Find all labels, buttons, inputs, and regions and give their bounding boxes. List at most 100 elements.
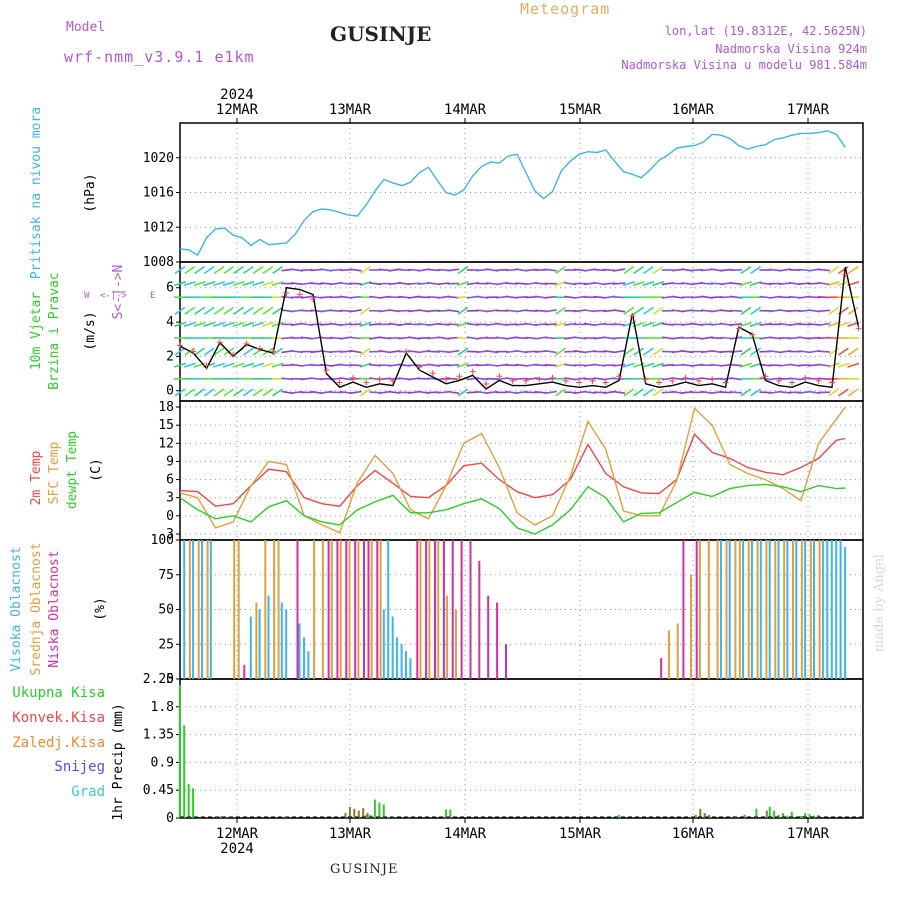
wind-arrow (739, 281, 752, 287)
precip-legend-4: Grad (71, 784, 105, 800)
wind-arrow (750, 388, 762, 397)
wind-gust-marker (522, 377, 529, 384)
wind-arrow (544, 323, 557, 326)
precip-bar (192, 788, 195, 818)
wind-gust-marker (616, 373, 623, 380)
wind-arrow (623, 347, 635, 356)
model-name: wrf-nmm_v3.9.1 e1km (64, 48, 255, 66)
wind-gust-marker (363, 379, 370, 386)
wind-arrow (750, 347, 762, 356)
cloud-bar (505, 644, 507, 680)
compass-west: W (84, 291, 90, 301)
day-label-bottom: 13MAR (329, 826, 372, 842)
wind-arrow (261, 321, 274, 327)
cloud-bar (330, 540, 333, 679)
cloud-bar (747, 540, 750, 679)
cloud-bar (774, 540, 777, 679)
wind-arrow (544, 364, 557, 367)
wind-arrow (457, 306, 469, 315)
wind-gust-marker (855, 325, 862, 332)
wind-speed-line (179, 266, 860, 390)
wind-gust-marker (296, 291, 303, 298)
wind-gust-marker (469, 368, 476, 375)
compass-east: E (150, 291, 155, 301)
y-tick-label: 6 (166, 281, 174, 296)
y-tick-label: 0 (166, 811, 174, 826)
y-tick-label: 0 (166, 672, 174, 687)
cloud-bar (425, 540, 428, 679)
wind-arrow (213, 362, 226, 368)
wind-arrow (272, 388, 283, 397)
cloud-bar (813, 540, 815, 679)
wind-arrow (612, 349, 626, 354)
wind-arrow (447, 364, 460, 367)
wind-arrow (730, 350, 743, 353)
cloud-bar (400, 644, 403, 680)
precip-bar (344, 813, 347, 818)
cloud-bar (273, 540, 276, 679)
cloud-bar (336, 540, 339, 679)
wind-arrow (242, 362, 255, 368)
precip-bar (378, 802, 381, 818)
day-label-bottom: 14MAR (444, 826, 487, 842)
wind-gust-marker (496, 373, 503, 380)
temp-line-1 (179, 406, 846, 534)
wind-arrow (242, 281, 255, 287)
cloud-bar (818, 540, 821, 679)
wind-arrow (740, 347, 752, 356)
wind-gust-marker (549, 374, 556, 381)
y-tick-label: 15 (158, 418, 174, 433)
wind-arrow (174, 265, 186, 275)
wind-arrow (652, 306, 664, 315)
wind-arrow (749, 362, 762, 368)
y-tick-label: 0 (166, 384, 174, 399)
wind-arrow (847, 306, 859, 315)
temp-unit: (C) (89, 458, 104, 481)
wind-arrow (183, 281, 196, 287)
wind-arrow (359, 281, 372, 287)
cloud-bar (405, 651, 407, 679)
wind-arrow (184, 265, 196, 275)
wind-arrow (838, 347, 849, 356)
wind-arrow (847, 388, 859, 397)
wind-arrow (222, 281, 235, 287)
cloud-bar (804, 540, 807, 679)
cloud-unit: (%) (93, 597, 108, 620)
wind-gust-marker (483, 381, 490, 388)
cloud-bar (682, 540, 685, 679)
wind-arrow (612, 390, 626, 394)
wind-arrow (827, 281, 840, 287)
precip-bar (178, 685, 181, 818)
wind-arrow (749, 321, 762, 327)
cloud-bar (478, 560, 481, 679)
precip-bar (801, 816, 804, 818)
precip-bar (703, 813, 706, 818)
wind-arrow (740, 306, 752, 315)
wind-gust-marker (842, 271, 849, 278)
cloud-bar (437, 540, 440, 679)
wind-arrow (174, 281, 186, 287)
wind-arrow (817, 281, 831, 286)
credit-watermark: made by Angel (872, 554, 887, 652)
precip-bar (382, 804, 385, 818)
precip-bar (765, 810, 768, 818)
y-tick-label: 4 (166, 315, 174, 330)
wind-gust-marker (349, 374, 356, 381)
precip-bar (444, 809, 447, 818)
wind-arrow (622, 281, 635, 287)
wind-gust-marker (682, 374, 689, 381)
y-tick-label: 0.45 (143, 783, 174, 798)
y-tick-label: 6 (166, 473, 174, 488)
wind-gust-marker (509, 377, 516, 384)
wind-arrow (750, 265, 762, 275)
y-tick-label: 1008 (143, 255, 174, 270)
cloud-bar (188, 540, 191, 679)
wind-arrow (242, 306, 254, 315)
wind-arrow (447, 390, 460, 395)
day-label-bottom: 15MAR (559, 826, 602, 842)
cloud-bar (455, 609, 457, 679)
year-label-bottom: 2024 (220, 841, 254, 857)
cloud-bar (354, 540, 357, 679)
